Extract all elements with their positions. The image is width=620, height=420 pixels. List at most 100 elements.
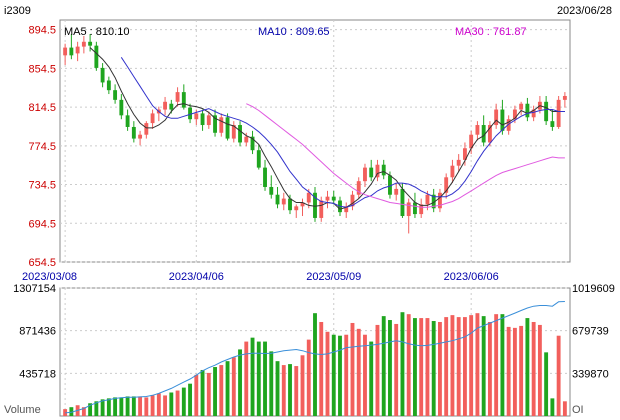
volume-bar: [537, 324, 542, 416]
volume-bar: [194, 374, 199, 416]
candle-body: [238, 125, 242, 143]
candle: [188, 103, 192, 124]
candle: [550, 109, 555, 131]
volume-bar: [175, 390, 180, 416]
volume-bar: [238, 349, 242, 416]
candle-body: [281, 198, 286, 205]
candle-body: [269, 186, 274, 195]
candle-body: [144, 123, 149, 135]
candle: [375, 159, 380, 182]
candle: [156, 106, 161, 122]
volume-bar: [556, 335, 561, 416]
volume-bar: [300, 355, 305, 416]
volume-bar: [94, 401, 99, 416]
candle: [125, 109, 130, 131]
candle: [406, 198, 411, 234]
candle-body: [444, 177, 449, 193]
volume-bar: [531, 321, 536, 416]
candle: [106, 76, 111, 95]
moving-average-lines: [89, 47, 565, 210]
candle: [438, 188, 442, 213]
candle-body: [294, 206, 299, 211]
candle-body: [406, 202, 411, 217]
volume-bars: [63, 312, 567, 416]
candle-body: [163, 101, 168, 110]
candle: [544, 95, 549, 126]
candle: [350, 190, 355, 211]
volume-bar: [500, 314, 505, 416]
volume-bar: [219, 365, 224, 416]
candle: [119, 94, 124, 120]
candle: [356, 177, 361, 199]
candle-body: [231, 125, 236, 139]
candle: [231, 121, 236, 143]
candle: [344, 202, 349, 218]
candle: [69, 34, 74, 60]
price-tick-label: 654.5: [28, 257, 56, 269]
candle-body: [69, 47, 74, 56]
candle: [431, 188, 436, 213]
volume-bar: [200, 369, 205, 416]
volume-bar: [119, 397, 124, 416]
candle: [325, 190, 330, 209]
candle-body: [313, 192, 317, 218]
oi-tick-label: 339870: [572, 368, 609, 380]
ma5-label: MA5 : 810.10: [64, 26, 129, 38]
candle: [506, 115, 511, 135]
candle: [131, 121, 136, 143]
candle-body: [219, 117, 224, 133]
candle-body: [363, 167, 367, 182]
candle-body: [375, 164, 380, 178]
candle: [450, 159, 455, 184]
candle: [144, 121, 149, 139]
volume-bar: [550, 398, 555, 416]
candle-body: [419, 204, 424, 215]
candle: [556, 95, 561, 129]
volume-tick-label: 435718: [19, 368, 56, 380]
candle-body: [113, 90, 118, 100]
candle-body: [431, 194, 436, 209]
symbol-label: i2309: [4, 5, 31, 17]
candle: [225, 113, 230, 141]
candle-body: [194, 113, 199, 120]
candle: [313, 186, 317, 222]
candle-body: [188, 107, 192, 120]
candle-body: [106, 80, 111, 91]
candle-body: [544, 101, 549, 122]
candle-body: [119, 99, 124, 116]
price-tick-label: 814.5: [28, 102, 56, 114]
volume-bar: [394, 323, 399, 416]
price-panel-frame: [59, 19, 571, 263]
volume-bar: [444, 317, 449, 416]
candle-body: [531, 109, 536, 118]
ma-line-ma10: [120, 57, 565, 208]
volume-bar: [325, 331, 330, 416]
candle: [519, 101, 524, 116]
end-date-label: 2023/06/28: [557, 5, 612, 17]
date-tick-label: 2023/03/08: [22, 271, 77, 283]
price-panel: 894.5 854.5 814.5 774.5 734.5 694.5 654.5 MA5 …: [28, 19, 571, 269]
volume-bar: [256, 341, 261, 416]
candle-body: [131, 126, 136, 139]
candle: [444, 173, 449, 199]
candle-body: [562, 95, 567, 100]
candle-body: [300, 202, 305, 207]
candle-body: [263, 167, 267, 187]
candle-body: [450, 165, 455, 178]
volume-bar: [494, 314, 499, 416]
volume-bar: [138, 396, 143, 416]
volume-bar: [381, 316, 386, 416]
volume-bar: [69, 407, 74, 416]
candle-body: [462, 148, 467, 160]
candle: [138, 130, 143, 146]
volume-tick-label: 1307154: [13, 283, 56, 295]
candle: [269, 175, 274, 199]
candle: [500, 99, 505, 135]
candle: [481, 115, 486, 147]
volume-bar: [344, 334, 349, 416]
price-y-ticks: 894.5 854.5 814.5 774.5 734.5 694.5 654.5: [28, 25, 56, 269]
oi-line-path: [65, 301, 565, 414]
candle: [163, 96, 168, 116]
candle: [562, 92, 567, 108]
